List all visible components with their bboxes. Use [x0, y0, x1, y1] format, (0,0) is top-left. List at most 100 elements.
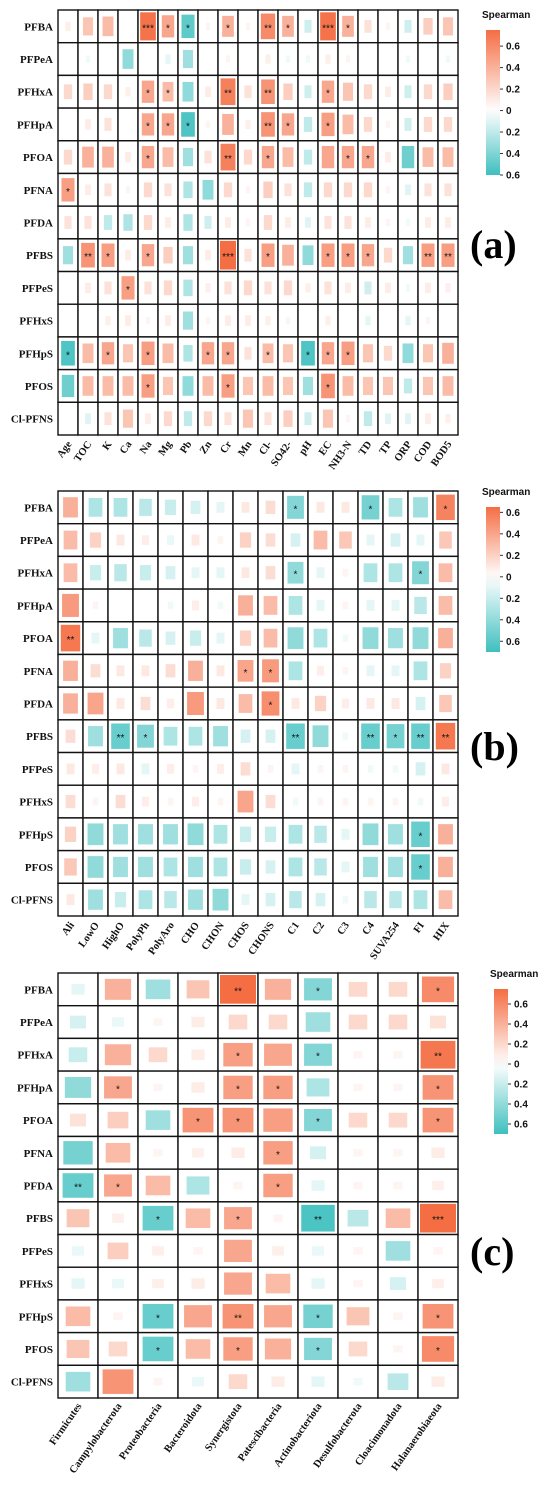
correlation-square — [142, 1336, 174, 1362]
correlation-square — [404, 85, 412, 99]
correlation-square — [205, 22, 211, 31]
significance-mark: * — [436, 986, 440, 997]
legend-tick-label: 0.2 — [506, 551, 520, 562]
significance-mark: ** — [292, 733, 300, 744]
correlation-square — [192, 1376, 204, 1387]
correlation-square — [385, 186, 391, 194]
column-label: K — [101, 439, 115, 453]
correlation-square — [346, 1307, 370, 1326]
correlation-square — [413, 661, 428, 681]
correlation-square — [265, 794, 276, 809]
legend-tick-label: 0.6 — [514, 1120, 528, 1131]
heatmap-cell — [132, 588, 159, 623]
correlation-square — [363, 411, 373, 427]
correlation-square — [342, 732, 349, 741]
correlation-square — [264, 1305, 292, 1328]
correlation-square — [303, 1304, 333, 1328]
correlation-square — [314, 825, 327, 843]
correlation-square — [401, 146, 415, 169]
correlation-square — [312, 1246, 324, 1256]
correlation-square — [104, 281, 112, 295]
heatmap-cell — [437, 303, 459, 338]
correlation-square — [342, 797, 349, 806]
correlation-square — [61, 178, 75, 202]
significance-mark: ** — [74, 1183, 82, 1194]
correlation-square — [66, 1209, 90, 1228]
column-label: CHOS — [226, 920, 252, 951]
correlation-square — [388, 1014, 408, 1030]
correlation-square — [289, 891, 302, 909]
correlation-square — [325, 54, 331, 64]
significance-mark: * — [156, 1215, 160, 1226]
significance-mark: * — [236, 1117, 240, 1128]
correlation-square — [424, 183, 432, 197]
correlation-square — [322, 409, 334, 428]
correlation-square — [265, 729, 276, 743]
correlation-square — [242, 376, 254, 396]
correlation-square — [225, 55, 231, 63]
correlation-square — [341, 861, 350, 873]
row-label: PFOA — [23, 633, 53, 645]
significance-mark: * — [126, 285, 130, 296]
significance-mark: ** — [264, 121, 272, 132]
correlation-square — [316, 665, 325, 676]
correlation-square — [313, 530, 328, 550]
correlation-square — [65, 1371, 91, 1392]
significance-mark: * — [394, 733, 398, 744]
heatmap-cell — [107, 588, 134, 623]
significance-mark: * — [316, 1313, 320, 1324]
legend-tick-label: 0.2 — [506, 128, 520, 139]
correlation-square — [143, 215, 153, 230]
correlation-square — [114, 564, 127, 582]
row-label: PFNA — [24, 1148, 53, 1160]
color-legend: Spearman 0.6 0.4 0.2 0 0.2 0.4 0.6 — [490, 969, 538, 1134]
correlation-square — [283, 410, 293, 427]
correlation-square — [122, 49, 134, 69]
row-label: Cl-PFNS — [11, 895, 53, 907]
heatmap-cell — [297, 1364, 339, 1399]
column-label: Firmicutes — [48, 1401, 85, 1447]
correlation-square — [163, 246, 173, 264]
significance-mark: * — [226, 350, 230, 361]
row-label: PFPeS — [22, 283, 53, 295]
correlation-square — [431, 1147, 445, 1159]
significance-mark: * — [436, 1084, 440, 1095]
correlation-square — [264, 281, 272, 295]
correlation-square — [288, 596, 303, 615]
correlation-square — [321, 342, 335, 365]
correlation-square — [345, 55, 351, 63]
panel-label: (b) — [470, 724, 519, 769]
legend-tick-label: 0.2 — [514, 1040, 528, 1051]
correlation-square — [223, 1043, 253, 1067]
correlation-square — [364, 19, 372, 33]
correlation-square — [320, 12, 336, 41]
significance-mark: * — [166, 89, 170, 100]
correlation-square — [104, 978, 132, 1000]
correlation-square — [217, 536, 224, 544]
correlation-square — [191, 1016, 205, 1028]
correlation-square — [122, 344, 134, 363]
correlation-square — [271, 1376, 285, 1387]
significance-mark: ** — [424, 252, 432, 263]
correlation-square — [392, 797, 399, 806]
correlation-square — [183, 181, 193, 199]
correlation-square — [388, 627, 403, 649]
significance-mark: * — [186, 121, 190, 132]
column-label: Zn — [198, 439, 214, 456]
correlation-square — [203, 411, 213, 427]
correlation-square — [223, 1337, 253, 1361]
correlation-square — [163, 824, 178, 845]
correlation-square — [442, 342, 454, 364]
correlation-square — [404, 19, 412, 33]
correlation-square — [288, 824, 303, 844]
correlation-square — [115, 794, 126, 809]
significance-mark: * — [286, 23, 290, 34]
column-label: Ali — [60, 920, 77, 937]
correlation-square — [138, 890, 153, 910]
correlation-square — [415, 696, 426, 711]
correlation-square — [216, 665, 225, 677]
heatmap-cell — [417, 1135, 459, 1170]
correlation-square — [304, 1109, 332, 1132]
correlation-square — [167, 601, 174, 610]
